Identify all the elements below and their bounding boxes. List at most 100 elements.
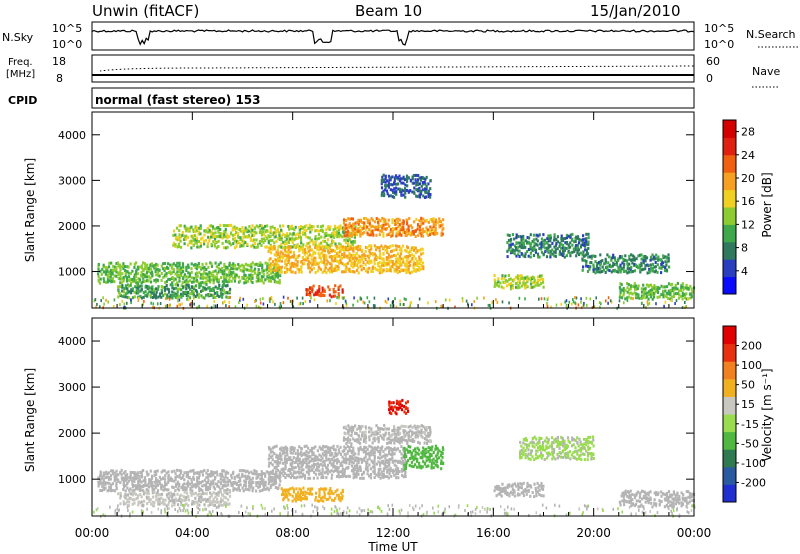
freq-tick-bottom: 8 [56, 72, 63, 85]
scatter-cell [350, 262, 353, 266]
scatter-cell [223, 272, 226, 276]
scatter-cell [237, 266, 241, 270]
scatter-cell [400, 445, 403, 449]
scatter-cell [594, 254, 597, 258]
scatter-cell [307, 266, 310, 270]
scatter-cell [104, 266, 107, 269]
scatter-cell [400, 177, 403, 181]
scatter-cell [221, 270, 224, 274]
scatter-cell [355, 259, 358, 262]
scatter-cell [219, 481, 222, 485]
scatter-cell [117, 473, 120, 477]
scatter-cell [166, 495, 169, 499]
scatter-cell [348, 426, 351, 430]
scatter-cell [380, 267, 383, 271]
scatter-cell [429, 179, 432, 183]
scatter-cell [99, 489, 102, 492]
scatter-cell [387, 441, 391, 445]
scatter-cell [353, 235, 356, 239]
scatter-cell [599, 259, 602, 263]
scatter-cell [532, 254, 536, 257]
scatter-cell [206, 245, 209, 249]
scatter-cell [208, 487, 211, 491]
scatter-cell [273, 253, 276, 257]
scatter-cell [314, 472, 318, 476]
scatter-cell [189, 239, 192, 243]
scatter-cell [405, 439, 408, 443]
scatter-cell [117, 478, 120, 482]
scatter-cell [384, 465, 387, 468]
scatter-cell [454, 305, 456, 309]
scatter-cell [113, 280, 116, 284]
scatter-cell [381, 473, 384, 477]
scatter-cell [332, 287, 335, 291]
scatter-cell [299, 471, 303, 475]
scatter-cell [391, 228, 394, 232]
scatter-cell [429, 193, 432, 196]
scatter-cell [536, 239, 539, 243]
scatter-cell [155, 273, 158, 277]
scatter-cell [442, 461, 445, 465]
scatter-cell [355, 438, 358, 442]
scatter-cell [230, 473, 233, 477]
scatter-cell [153, 474, 156, 477]
scatter-cell [303, 474, 306, 478]
scatter-cell [407, 224, 410, 228]
scatter-cell [115, 262, 118, 265]
scatter-cell [340, 253, 344, 256]
scatter-cell [232, 242, 235, 245]
scatter-cell [244, 487, 247, 491]
scatter-cell [230, 279, 233, 283]
y-tick-label: 2000 [58, 220, 86, 233]
scatter-cell [214, 261, 217, 265]
scatter-cell [405, 222, 409, 226]
cpid-strip: CPID normal (fast stereo) 153 [8, 87, 695, 109]
scatter-cell [135, 279, 138, 283]
scatter-cell [398, 441, 401, 445]
scatter-cell [262, 230, 265, 234]
scatter-cell [321, 293, 325, 297]
scatter-cell [567, 249, 570, 253]
scatter-cell [508, 234, 511, 237]
scatter-cell [300, 465, 303, 469]
scatter-cell [331, 452, 334, 456]
scatter-cell [197, 265, 201, 269]
scatter-cell [284, 254, 287, 257]
scatter-cell [325, 232, 328, 235]
scatter-cell [300, 270, 303, 274]
scatter-cell [305, 444, 308, 448]
scatter-cell [272, 300, 274, 304]
scatter-cell [280, 255, 283, 259]
scatter-cell [350, 430, 354, 434]
scatter-cell [348, 429, 351, 433]
scatter-cell [310, 459, 313, 463]
scatter-cell [183, 496, 186, 499]
scatter-cell [397, 472, 400, 476]
scatter-cell [103, 280, 106, 284]
scatter-cell [126, 481, 129, 485]
scatter-cell [181, 488, 185, 492]
scatter-cell [208, 272, 211, 276]
colorbar-tick-label: 20 [741, 172, 755, 185]
scatter-cell [377, 426, 380, 430]
scatter-cell [210, 482, 213, 486]
scatter-cell [128, 488, 131, 492]
scatter-cell [321, 452, 324, 456]
scatter-cell [368, 426, 371, 430]
scatter-cell [377, 440, 380, 444]
scatter-cell [126, 291, 129, 295]
scatter-cell [227, 471, 230, 475]
scatter-cell [372, 304, 375, 308]
scatter-cell [131, 498, 134, 502]
scatter-cell [262, 237, 265, 241]
scatter-cell [420, 257, 423, 261]
scatter-cell [411, 177, 414, 181]
scatter-cell [183, 238, 186, 241]
scatter-cell [341, 288, 344, 292]
scatter-cell [347, 474, 350, 478]
scatter-cell [404, 459, 407, 463]
scatter-cell [363, 433, 366, 437]
scatter-cell [312, 259, 315, 263]
scatter-cell [302, 458, 305, 462]
scatter-cell [289, 268, 292, 272]
